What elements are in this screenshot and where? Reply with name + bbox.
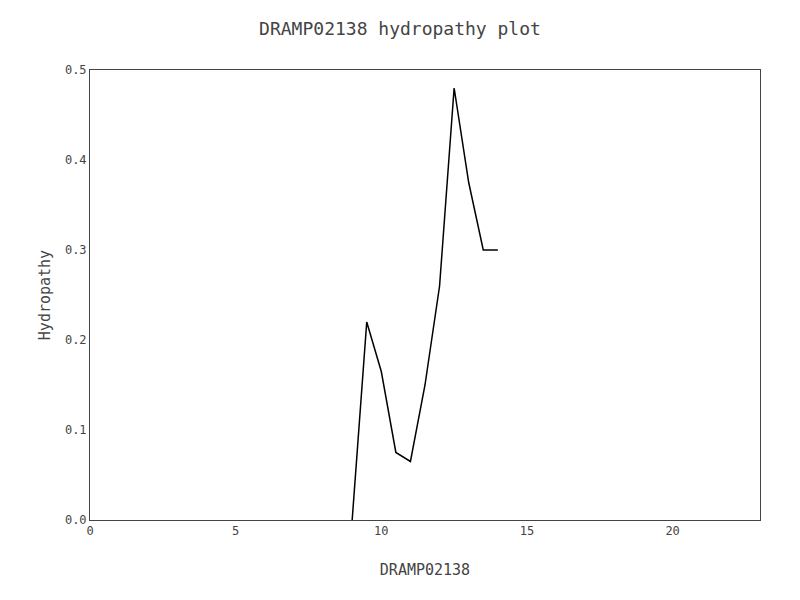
svg-text:0.5: 0.5 [65, 63, 87, 77]
svg-text:0: 0 [86, 524, 93, 538]
svg-text:Hydropathy: Hydropathy [36, 250, 54, 340]
svg-text:20: 20 [665, 524, 679, 538]
svg-text:0.3: 0.3 [65, 243, 87, 257]
svg-text:15: 15 [520, 524, 534, 538]
svg-text:DRAMP02138: DRAMP02138 [380, 561, 470, 579]
svg-text:10: 10 [374, 524, 388, 538]
svg-text:DRAMP02138 hydropathy plot: DRAMP02138 hydropathy plot [259, 18, 541, 39]
svg-text:0.4: 0.4 [65, 153, 87, 167]
svg-text:5: 5 [232, 524, 239, 538]
svg-text:0.1: 0.1 [65, 423, 87, 437]
svg-text:0.2: 0.2 [65, 333, 87, 347]
svg-text:0.0: 0.0 [65, 513, 87, 527]
